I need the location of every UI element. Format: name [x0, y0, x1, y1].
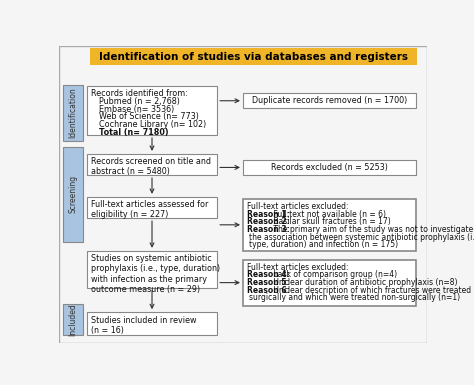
Text: Identification: Identification	[69, 87, 78, 138]
Text: The primary aim of the study was not to investigate: The primary aim of the study was not to …	[271, 225, 473, 234]
Bar	[243, 93, 416, 109]
Text: Records screened on title and
abstract (n = 5480): Records screened on title and abstract (…	[91, 157, 211, 176]
Text: Duplicate records removed (n = 1700): Duplicate records removed (n = 1700)	[252, 96, 407, 105]
Text: the association between systemic antibiotic prophylaxis (i.e.,: the association between systemic antibio…	[249, 233, 474, 242]
Text: Full-text articles assessed for
eligibility (n = 227): Full-text articles assessed for eligibil…	[91, 200, 209, 219]
Text: Studies on systemic antibiotic
prophylaxis (i.e., type, duration)
with infection: Studies on systemic antibiotic prophylax…	[91, 254, 220, 294]
Text: Identification of studies via databases and registers: Identification of studies via databases …	[100, 52, 409, 62]
Text: Full-text articles excluded:: Full-text articles excluded:	[247, 263, 349, 271]
Text: Reason 4:: Reason 4:	[247, 270, 290, 279]
Text: Reason 6:: Reason 6:	[247, 286, 290, 295]
Bar	[63, 85, 83, 141]
Bar	[87, 251, 217, 288]
Bar	[87, 154, 217, 175]
Bar	[87, 86, 217, 135]
Bar	[87, 312, 217, 335]
Bar	[243, 259, 416, 306]
Text: Reason 5:: Reason 5:	[247, 278, 290, 287]
Bar	[91, 48, 418, 65]
Text: Records excluded (n = 5253): Records excluded (n = 5253)	[271, 163, 388, 172]
Bar	[87, 197, 217, 218]
Bar	[243, 199, 416, 251]
Text: Unclear duration of antibiotic prophylaxis (n=8): Unclear duration of antibiotic prophylax…	[271, 278, 457, 287]
Bar	[63, 304, 83, 335]
Text: Reason 3:: Reason 3:	[247, 225, 290, 234]
Bar	[243, 160, 416, 175]
Text: Web of Science (n= 773): Web of Science (n= 773)	[99, 112, 199, 121]
Text: Records identified from:: Records identified from:	[91, 89, 188, 98]
Text: Reason 2:: Reason 2:	[247, 217, 290, 226]
Text: Total (n= 7180): Total (n= 7180)	[99, 128, 168, 137]
Text: type, duration) and infection (n = 175): type, duration) and infection (n = 175)	[249, 240, 398, 249]
Text: Included: Included	[69, 303, 78, 336]
Text: Studies included in review
(n = 16): Studies included in review (n = 16)	[91, 316, 197, 335]
Text: Embase (n= 3536): Embase (n= 3536)	[99, 105, 174, 114]
Text: surgically and which were treated non-surgically (n=1): surgically and which were treated non-su…	[249, 293, 460, 303]
Text: Cochrane Library (n= 102): Cochrane Library (n= 102)	[99, 120, 206, 129]
Bar	[63, 147, 83, 242]
Text: Reason 1:: Reason 1:	[247, 209, 290, 219]
Text: Pubmed (n = 2,768): Pubmed (n = 2,768)	[99, 97, 180, 106]
Text: Unclear description of which fractures were treated: Unclear description of which fractures w…	[271, 286, 471, 295]
Text: Full text not available (n = 6): Full text not available (n = 6)	[271, 209, 386, 219]
Text: Screening: Screening	[69, 175, 78, 214]
Text: Lack of comparison group (n=4): Lack of comparison group (n=4)	[271, 270, 397, 279]
Text: Full-text articles excluded:: Full-text articles excluded:	[247, 202, 349, 211]
Text: Basilar skull fractures (n = 17): Basilar skull fractures (n = 17)	[271, 217, 391, 226]
